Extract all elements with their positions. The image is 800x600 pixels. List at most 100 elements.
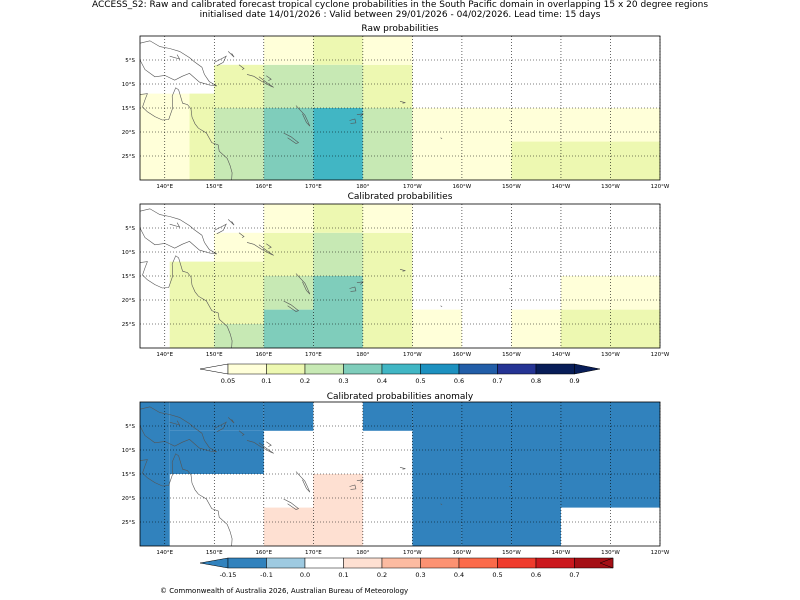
colorbar-segment xyxy=(420,363,460,375)
x-tick-label: 150°E xyxy=(206,352,223,358)
colorbar-segment xyxy=(458,363,498,375)
colorbar-tick-label: 0.2 xyxy=(377,571,387,579)
probability-cell xyxy=(362,64,413,108)
colorbar-segment xyxy=(227,363,267,375)
coastline xyxy=(283,300,300,312)
y-tick-label: 10°S xyxy=(122,250,136,256)
probability-cell xyxy=(263,402,314,431)
coastline xyxy=(440,137,443,139)
probability-cell xyxy=(560,474,660,508)
colorbar-anomaly: -0.15 -0.1 0.0 0.1 0.2 0.3 0.4 0.5 0.6 0.7 xyxy=(199,557,614,579)
coastline xyxy=(399,467,406,470)
x-tick-label: 130°W xyxy=(601,184,620,190)
y-tick-label: 5°S xyxy=(125,58,135,64)
colorbar-under-arrow xyxy=(199,557,229,569)
probability-cell xyxy=(313,232,363,276)
x-tick-label: 170°W xyxy=(403,184,422,190)
x-tick-label: 180° xyxy=(356,550,369,556)
probability-cell xyxy=(412,522,462,546)
probability-cell xyxy=(214,522,264,546)
coastline xyxy=(356,113,364,117)
y-tick-label: 25°S xyxy=(122,520,136,526)
coastline xyxy=(139,453,233,547)
probability-cell xyxy=(461,108,512,180)
x-tick-label: 140°E xyxy=(156,550,173,556)
coastline xyxy=(246,440,274,454)
panel3-title: Calibrated probabilities anomaly xyxy=(326,392,474,402)
colorbar-over-arrow xyxy=(599,557,614,569)
coastline xyxy=(227,417,235,424)
coastline xyxy=(266,75,272,81)
x-tick-label: 150°E xyxy=(206,550,223,556)
colorbar-probability: 0.05 0.1 0.2 0.3 0.4 0.5 0.6 0.7 0.8 0.9 xyxy=(199,363,601,385)
colorbar-segment xyxy=(497,557,537,569)
coastline xyxy=(295,105,311,127)
probability-cell xyxy=(214,232,264,262)
colorbar-tick-label: 0.4 xyxy=(454,571,464,579)
colorbar-segment xyxy=(535,363,575,375)
probability-cell xyxy=(560,276,660,310)
probability-cell xyxy=(169,402,264,431)
copyright-footer: © Commonwealth of Australia 2026, Austra… xyxy=(160,587,409,595)
x-tick-label: 180° xyxy=(356,184,369,190)
y-tick-label: 15°S xyxy=(122,472,136,478)
y-tick-label: 15°S xyxy=(122,106,136,112)
coastline xyxy=(440,503,443,505)
probability-cell xyxy=(412,309,462,348)
probability-cell xyxy=(189,156,215,180)
x-tick-label: 170°E xyxy=(305,352,322,358)
map-frame xyxy=(139,203,661,349)
colorbar-segment xyxy=(458,557,498,569)
coastline xyxy=(169,222,181,228)
colorbar-tick-label: 0.0 xyxy=(300,571,310,579)
probability-cell xyxy=(263,507,314,546)
x-tick-label: 130°W xyxy=(601,352,620,358)
probability-cell xyxy=(313,474,363,546)
y-tick-label: 5°S xyxy=(125,424,135,430)
x-tick-label: 170°W xyxy=(403,352,422,358)
coastline xyxy=(169,54,181,60)
colorbar-tick-label: 0.2 xyxy=(300,377,310,385)
x-tick-label: 150°W xyxy=(502,184,521,190)
x-tick-label: 140°W xyxy=(552,184,571,190)
coastline xyxy=(509,486,512,488)
colorbar-tick-label: 0.1 xyxy=(261,377,271,385)
x-tick-label: 140°W xyxy=(552,550,571,556)
colorbar-segment xyxy=(266,363,306,375)
probability-cell xyxy=(263,204,314,233)
x-tick-label: 120°W xyxy=(651,184,670,190)
probability-cell xyxy=(362,402,413,431)
colorbar-over-arrow xyxy=(574,363,601,375)
colorbar-tick-label: 0.7 xyxy=(569,571,579,579)
coastline xyxy=(246,74,274,88)
x-tick-label: 170°E xyxy=(305,550,322,556)
coastline xyxy=(283,132,300,144)
coastline xyxy=(227,219,235,226)
probability-cell xyxy=(140,93,190,108)
probability-cell xyxy=(412,108,462,180)
x-tick-label: 160°E xyxy=(255,352,272,358)
panel1-title: Raw probabilities xyxy=(361,24,439,34)
figure-title-line1: ACCESS_S2: Raw and calibrated forecast t… xyxy=(91,0,709,10)
colorbar-segment xyxy=(497,363,537,375)
probability-cell xyxy=(313,36,363,65)
x-tick-label: 180° xyxy=(356,352,369,358)
coastline xyxy=(509,120,512,122)
coastline xyxy=(246,242,274,256)
coastline xyxy=(440,305,443,307)
x-tick-label: 150°W xyxy=(502,352,521,358)
x-tick-label: 150°W xyxy=(502,550,521,556)
coastline xyxy=(227,51,235,58)
colorbar-tick-label: 0.5 xyxy=(415,377,425,385)
coastline xyxy=(349,484,357,490)
coastline xyxy=(349,286,357,292)
colorbar-segment xyxy=(304,363,344,375)
x-tick-label: 150°E xyxy=(206,184,223,190)
coastline xyxy=(139,208,217,255)
probability-cell xyxy=(214,324,264,348)
coastline xyxy=(266,243,272,249)
probability-cell xyxy=(214,64,264,108)
colorbar-segment xyxy=(381,557,421,569)
x-tick-label: 160°W xyxy=(453,184,472,190)
probability-cell xyxy=(263,36,314,65)
